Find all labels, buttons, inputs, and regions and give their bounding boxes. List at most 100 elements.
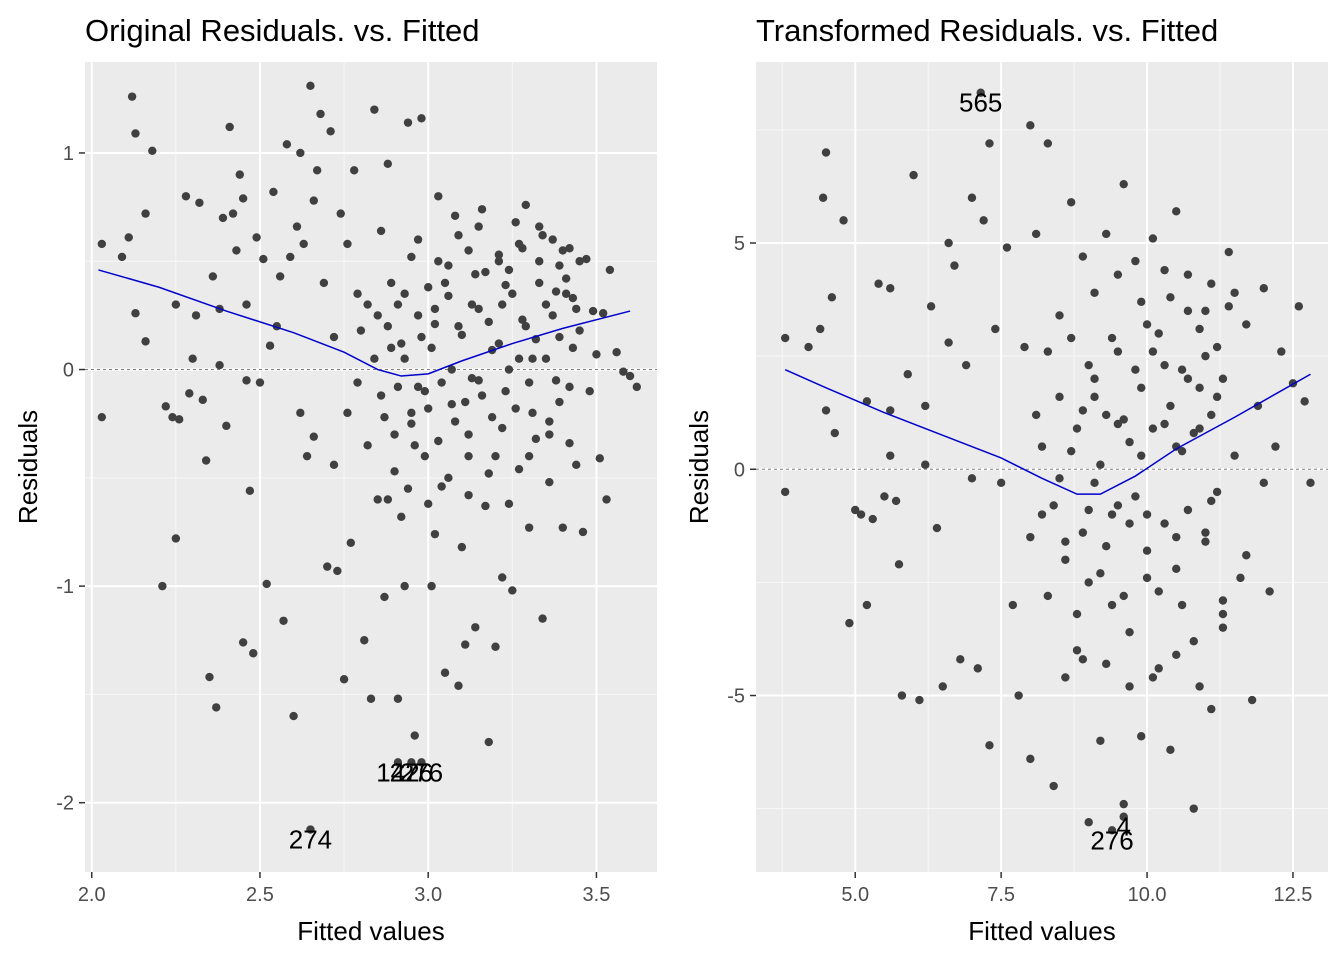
data-point	[201, 456, 211, 465]
data-point	[1160, 419, 1169, 429]
data-point	[360, 636, 369, 645]
data-point	[821, 406, 831, 415]
data-point	[343, 408, 352, 418]
data-point	[985, 741, 994, 750]
data-point	[265, 341, 275, 350]
annotated-point	[976, 88, 985, 97]
data-point	[461, 640, 470, 649]
data-point	[897, 691, 907, 700]
data-point	[474, 222, 483, 231]
y-tick-label: 5	[734, 233, 745, 255]
y-tick-label: -5	[727, 686, 745, 708]
data-point	[1090, 392, 1099, 402]
data-point	[259, 254, 268, 264]
data-point	[444, 473, 453, 483]
data-point	[376, 391, 386, 400]
data-point	[161, 402, 170, 411]
data-point	[370, 354, 379, 363]
data-point	[845, 618, 854, 628]
data-point	[1119, 591, 1128, 601]
data-point	[1043, 347, 1053, 356]
data-point	[373, 495, 382, 504]
y-ticks-transformed: -5 0 5	[727, 233, 756, 708]
data-point	[944, 238, 953, 248]
data-point	[1026, 532, 1035, 542]
data-point	[1195, 383, 1204, 393]
y-tick-label: -2	[56, 793, 74, 815]
data-point	[329, 460, 339, 470]
data-point	[447, 365, 456, 374]
data-point	[447, 399, 456, 409]
data-point	[400, 354, 409, 363]
data-point	[430, 304, 440, 314]
annotated-point	[306, 825, 315, 834]
x-tick-label: 3.5	[583, 884, 611, 906]
data-point	[1172, 564, 1181, 574]
data-point	[538, 231, 547, 240]
data-point	[262, 579, 271, 589]
data-point	[979, 216, 988, 225]
data-point	[440, 668, 450, 677]
point-label: 276	[400, 757, 443, 787]
data-point	[578, 527, 588, 537]
data-point	[1201, 351, 1210, 361]
data-point	[195, 198, 204, 207]
data-point	[1195, 424, 1204, 433]
data-point	[504, 499, 514, 509]
data-point	[541, 300, 551, 309]
data-point	[1084, 360, 1093, 370]
data-point	[175, 415, 184, 424]
data-point	[440, 278, 450, 288]
data-point	[417, 114, 426, 123]
data-point	[1113, 347, 1123, 356]
data-point	[1131, 365, 1140, 374]
data-point	[225, 122, 234, 132]
data-point	[407, 419, 416, 428]
data-point	[575, 326, 584, 335]
data-point	[1195, 324, 1204, 334]
data-point	[1102, 410, 1111, 420]
data-point	[1072, 646, 1082, 655]
data-point	[558, 523, 567, 532]
data-point	[551, 287, 561, 296]
plot-background-transformed	[756, 62, 1328, 872]
data-point	[938, 682, 947, 691]
data-point	[1078, 528, 1088, 537]
data-point	[484, 469, 493, 478]
x-tick-label: 5.0	[841, 884, 869, 906]
plot-background-original	[85, 62, 657, 872]
data-point	[921, 401, 930, 411]
annotated-point	[1107, 826, 1117, 835]
data-point	[991, 324, 1000, 334]
data-point	[410, 441, 419, 450]
data-point	[131, 129, 140, 138]
data-point	[299, 239, 308, 249]
data-point	[410, 731, 419, 740]
panel-transformed: Transformed Residuals. vs. Fitted 565 276…	[684, 13, 1328, 946]
data-point	[289, 711, 298, 721]
data-point	[420, 386, 430, 396]
data-point	[1230, 288, 1239, 297]
data-point	[1294, 302, 1304, 311]
data-point	[467, 300, 477, 309]
data-point	[430, 319, 440, 329]
data-point	[535, 257, 544, 266]
data-point	[821, 148, 831, 157]
data-point	[1166, 293, 1175, 302]
data-point	[1224, 302, 1233, 311]
data-point	[353, 378, 362, 387]
data-point	[1224, 247, 1233, 257]
data-point	[1055, 392, 1064, 402]
data-point	[471, 270, 480, 279]
data-point	[1078, 252, 1088, 261]
data-point	[218, 213, 228, 223]
data-point	[417, 332, 426, 342]
gridlines-transformed	[756, 62, 1328, 872]
data-point	[491, 451, 500, 461]
data-point	[434, 257, 443, 266]
data-point	[1148, 347, 1158, 356]
data-point	[1107, 510, 1117, 519]
data-point	[551, 376, 561, 385]
data-point	[1043, 591, 1053, 601]
data-point	[598, 309, 608, 318]
